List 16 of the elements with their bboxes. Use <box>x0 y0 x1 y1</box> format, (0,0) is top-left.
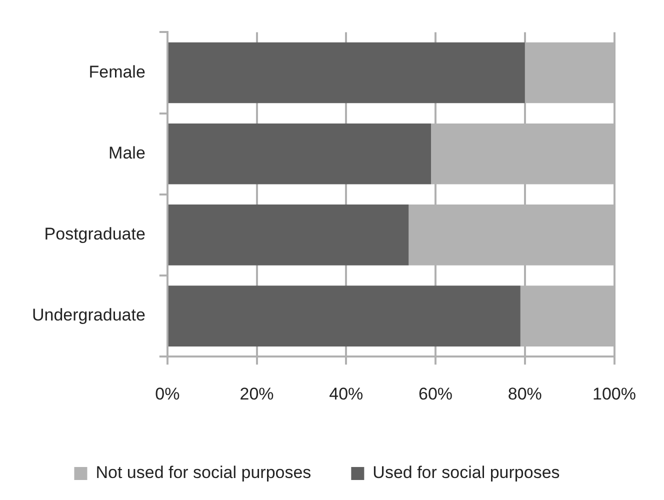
legend-label: Used for social purposes <box>372 463 560 482</box>
x-tick-label: 100% <box>592 384 636 404</box>
bar <box>168 204 409 266</box>
y-tick-label: Female <box>88 62 146 82</box>
y-tick-label: Postgraduate <box>44 224 146 244</box>
legend-label: Not used for social purposes <box>96 463 312 482</box>
bar <box>168 42 525 104</box>
bar <box>168 123 432 184</box>
x-tick-label: 40% <box>329 384 364 404</box>
x-tick-label: 0% <box>155 384 180 404</box>
bar <box>168 286 520 346</box>
x-tick-label: 60% <box>418 384 453 404</box>
y-tick-label: Undergraduate <box>32 306 146 325</box>
x-tick-label: 20% <box>240 384 274 404</box>
x-tick-label: 80% <box>508 384 542 404</box>
y-tick-label: Male <box>108 144 146 163</box>
